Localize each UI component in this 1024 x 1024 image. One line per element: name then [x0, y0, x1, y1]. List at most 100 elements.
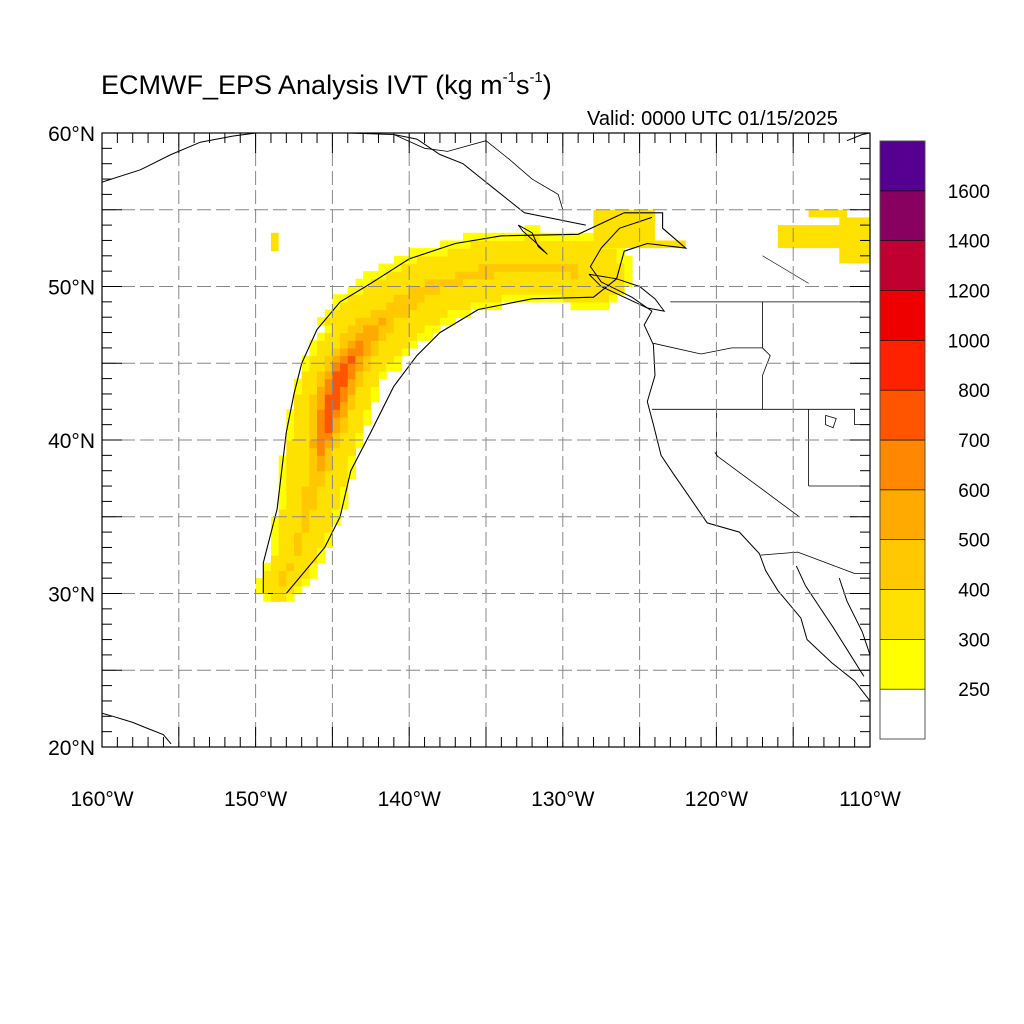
ivt-cell — [332, 416, 341, 426]
ivt-cell — [278, 578, 287, 587]
ivt-cell — [301, 562, 310, 572]
ivt-cell — [462, 263, 472, 272]
ivt-cell — [294, 524, 303, 533]
ivt-cell — [578, 248, 587, 257]
ivt-cell — [270, 570, 280, 579]
ivt-cell — [516, 255, 525, 265]
colorbar-frame — [879, 140, 926, 740]
ivt-cell — [555, 232, 564, 242]
ivt-cell — [332, 424, 341, 433]
ivt-cell — [439, 271, 449, 280]
ivt-cell — [486, 294, 495, 303]
ivt-cell — [532, 286, 541, 295]
hawaii-islands — [102, 712, 172, 745]
ivt-cell — [547, 240, 556, 249]
ivt-cell — [570, 248, 579, 257]
ivt-cell — [340, 363, 349, 372]
ivt-cell — [547, 271, 556, 280]
ivt-cell — [370, 278, 380, 288]
ivt-cell — [562, 255, 572, 265]
ivt-cell — [332, 393, 341, 403]
ivt-cell — [347, 416, 357, 426]
ivt-cell — [294, 516, 303, 526]
ivt-cell — [347, 309, 357, 318]
ivt-cell — [309, 501, 318, 510]
ivt-cell — [509, 294, 518, 303]
ivt-cell — [539, 271, 549, 280]
ivt-cell — [286, 539, 295, 549]
ivt-cell — [493, 255, 502, 265]
ivt-cell — [278, 516, 287, 526]
ivt-cell — [524, 294, 533, 303]
ivt-cell — [455, 286, 464, 295]
ivt-cell — [301, 524, 310, 533]
ivt-cell — [347, 424, 357, 433]
ivt-cell — [286, 416, 295, 426]
ivt-cell — [347, 347, 357, 357]
lake-tahoe — [714, 452, 719, 458]
ivt-cell — [278, 555, 287, 564]
ivt-cell — [608, 255, 618, 265]
ivt-cell — [439, 240, 449, 249]
ivt-cell — [301, 509, 310, 518]
ivt-cell — [509, 271, 518, 280]
ivt-cell — [324, 478, 333, 487]
ivt-cell — [332, 447, 341, 456]
ivt-cell — [317, 493, 326, 503]
ivt-cell — [432, 255, 441, 265]
ivt-cell — [386, 278, 395, 288]
ivt-cell — [286, 440, 295, 449]
alaska-bc-border — [393, 133, 564, 210]
ivt-cell — [255, 585, 264, 595]
ivt-cell — [478, 286, 487, 295]
ivt-cell — [363, 363, 372, 372]
ivt-cell — [447, 294, 456, 303]
ivt-cell — [516, 294, 525, 303]
ivt-cell — [301, 578, 310, 587]
ivt-cell — [278, 593, 287, 602]
ivt-cell — [286, 470, 295, 479]
ivt-cell — [301, 532, 310, 541]
ivt-cell — [532, 240, 541, 249]
valid-time-label: Valid: 0000 UTC 01/15/2025 — [587, 108, 838, 130]
colorbar-label: 300 — [958, 630, 990, 651]
colorbar-box — [879, 489, 926, 540]
ivt-cell — [593, 209, 655, 249]
ivt-cell — [301, 470, 310, 479]
ivt-cell — [324, 309, 333, 318]
ivt-cell — [340, 501, 349, 510]
ivt-cell — [424, 309, 433, 318]
ivt-cell — [409, 317, 418, 326]
ivt-cell — [270, 585, 280, 595]
ivt-cell — [401, 317, 410, 326]
colorbar-box — [879, 639, 926, 690]
ivt-cell — [486, 278, 495, 288]
ivt-cell — [301, 539, 310, 549]
ivt-cell — [370, 294, 380, 303]
ivt-cell — [585, 248, 595, 257]
colorbar-box — [879, 240, 926, 291]
latitude-label: 30°N — [48, 584, 95, 607]
ivt-cell — [317, 432, 326, 441]
colorbar-label: 1600 — [948, 182, 990, 203]
ivt-cell — [509, 248, 518, 257]
ivt-cell — [486, 271, 495, 280]
ivt-cell — [347, 370, 357, 380]
ivt-cell — [516, 278, 525, 288]
ivt-cell — [401, 294, 410, 303]
ivt-cell — [370, 309, 380, 318]
ivt-cell — [370, 271, 380, 280]
ivt-cell — [555, 240, 564, 249]
ivt-cell — [270, 555, 280, 564]
ivt-cell — [340, 386, 349, 395]
ivt-cell — [317, 463, 326, 472]
ivt-cell — [509, 255, 518, 265]
ivt-cell — [294, 432, 303, 441]
ivt-cell — [516, 232, 525, 242]
ivt-cell — [608, 248, 618, 257]
ivt-cell — [509, 232, 518, 242]
ivt-cell — [309, 470, 318, 479]
ivt-cell — [332, 355, 341, 364]
ivt-cell — [317, 532, 326, 541]
ivt-cell — [493, 294, 502, 303]
